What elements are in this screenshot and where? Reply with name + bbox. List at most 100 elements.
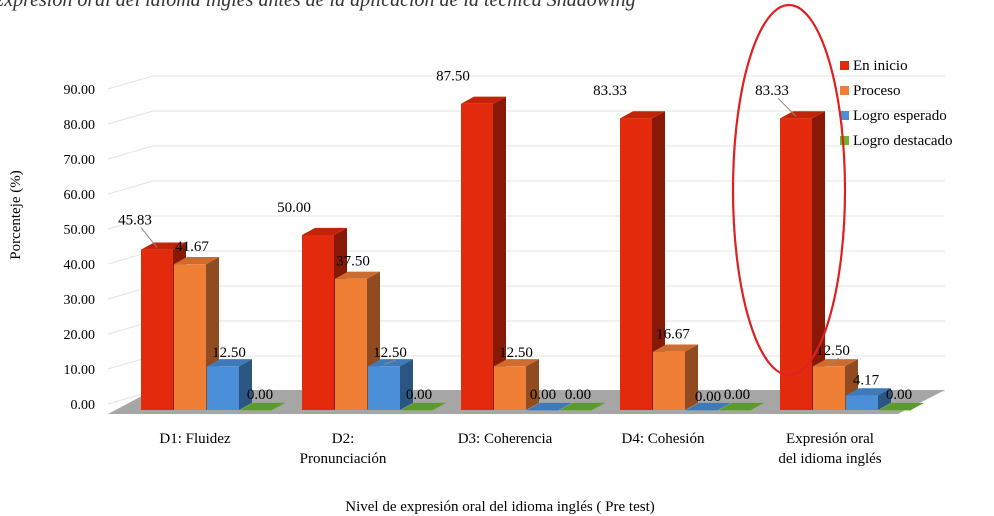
bar-top: [686, 402, 731, 410]
bar-front: [207, 366, 239, 410]
bar-front: [174, 264, 206, 410]
bar-top: [879, 402, 924, 410]
bar-front: [240, 410, 272, 411]
bar: [527, 402, 572, 411]
bar-top: [368, 359, 413, 367]
data-label: 12.50: [816, 343, 850, 359]
bar: [653, 344, 698, 410]
x-axis-label: Nivel de expresión oral del idioma inglé…: [345, 499, 655, 515]
legend-label: Proceso: [853, 83, 901, 99]
label-leader-line: [383, 359, 397, 365]
data-labels: 45.83 50.00 87.50 83.33 83.33 41.67 37.50 12.50…: [118, 69, 912, 405]
y-axis-label: Porcenteje (%): [8, 170, 24, 260]
bar-front: [653, 351, 685, 410]
x-tick-label: Expresión oral del idioma inglés: [778, 431, 881, 467]
bar-front: [620, 118, 652, 410]
bar-top: [174, 257, 219, 265]
data-label: 0.00: [565, 387, 591, 403]
label-leader-line: [140, 227, 158, 248]
data-label: 4.17: [853, 372, 880, 388]
bar-top: [141, 242, 186, 250]
bar: [620, 111, 665, 410]
bar: [686, 402, 731, 411]
legend-label: Logro esperado: [853, 108, 947, 124]
bar: [368, 359, 413, 410]
bar: [846, 388, 891, 410]
bar-front: [368, 366, 400, 410]
bar: [494, 359, 539, 410]
legend-label: Logro destacado: [853, 133, 953, 149]
y-tick-label: 90.00: [64, 83, 96, 98]
legend-label: En inicio: [853, 58, 908, 74]
bar-top: [780, 111, 825, 119]
bar-top: [302, 227, 347, 235]
bar: [401, 402, 446, 411]
bar-side: [685, 344, 698, 410]
bar-top: [719, 402, 764, 410]
y-tick-label: 70.00: [64, 153, 96, 168]
legend: En inicio Proceso Logro esperado Logro dest…: [840, 58, 953, 149]
bar-side: [493, 96, 506, 410]
data-label: 0.00: [406, 387, 432, 403]
y-tick-label: 80.00: [64, 118, 96, 133]
bar: [780, 111, 825, 410]
data-label: 87.50: [436, 69, 470, 85]
chart-title: Expresión oral del idioma inglés antes d…: [0, 0, 636, 11]
y-tick-label: 30.00: [64, 293, 96, 308]
data-label: 0.00: [724, 387, 750, 403]
bar-front: [494, 366, 526, 410]
gridline-diag: [107, 110, 154, 125]
y-tick-label: 40.00: [64, 258, 96, 273]
bar-top: [461, 96, 506, 104]
bar-side: [400, 359, 413, 410]
y-tick-label: 50.00: [64, 223, 96, 238]
legend-item: En inicio: [840, 58, 908, 74]
bar: [560, 402, 605, 411]
y-tick-label: 20.00: [64, 328, 96, 343]
bar: [207, 359, 252, 410]
data-label: 0.00: [695, 389, 721, 405]
bar-front: [686, 410, 718, 411]
legend-item: Proceso: [840, 83, 901, 99]
data-label: 0.00: [530, 387, 556, 403]
bar-side: [878, 388, 891, 410]
bar: [719, 402, 764, 411]
bar: [879, 402, 924, 411]
bar: [240, 402, 285, 411]
bar-front: [813, 366, 845, 410]
bar-top: [335, 271, 380, 279]
legend-item: Logro destacado: [840, 133, 953, 149]
y-tick-label: 60.00: [64, 188, 96, 203]
data-label: 50.00: [277, 200, 311, 216]
gridline-diag: [107, 145, 154, 160]
x-axis-ticks: D1: Fluidez D2: Pronunciación D3: Coherenci…: [159, 431, 881, 467]
bar: [461, 96, 506, 410]
bar-top: [620, 111, 665, 119]
bar-front: [846, 395, 878, 410]
bar-front: [461, 103, 493, 410]
x-tick-label: D1: Fluidez: [159, 431, 231, 447]
bar-front: [527, 410, 559, 411]
data-label: 37.50: [336, 254, 370, 270]
bar-front: [401, 410, 433, 411]
bar-front: [780, 118, 812, 410]
bar-top: [494, 359, 539, 367]
x-tick-label: D4: Cohesión: [622, 431, 705, 447]
bar-front: [335, 278, 367, 410]
gridline-diag: [107, 215, 154, 230]
bar-front: [879, 410, 911, 411]
bar-top: [401, 402, 446, 410]
highlight-ellipse: [731, 3, 847, 377]
label-leader-line: [828, 357, 840, 365]
data-label: 16.67: [656, 327, 690, 343]
data-label: 41.67: [175, 239, 209, 255]
legend-swatch: [840, 61, 849, 70]
data-label: 0.00: [247, 387, 273, 403]
bar-top: [207, 359, 252, 367]
bar-top: [653, 344, 698, 352]
data-label: 83.33: [755, 83, 789, 99]
data-label: 12.50: [212, 345, 246, 361]
bar-front: [302, 235, 334, 410]
x-tick-label: D3: Coherencia: [458, 431, 553, 447]
